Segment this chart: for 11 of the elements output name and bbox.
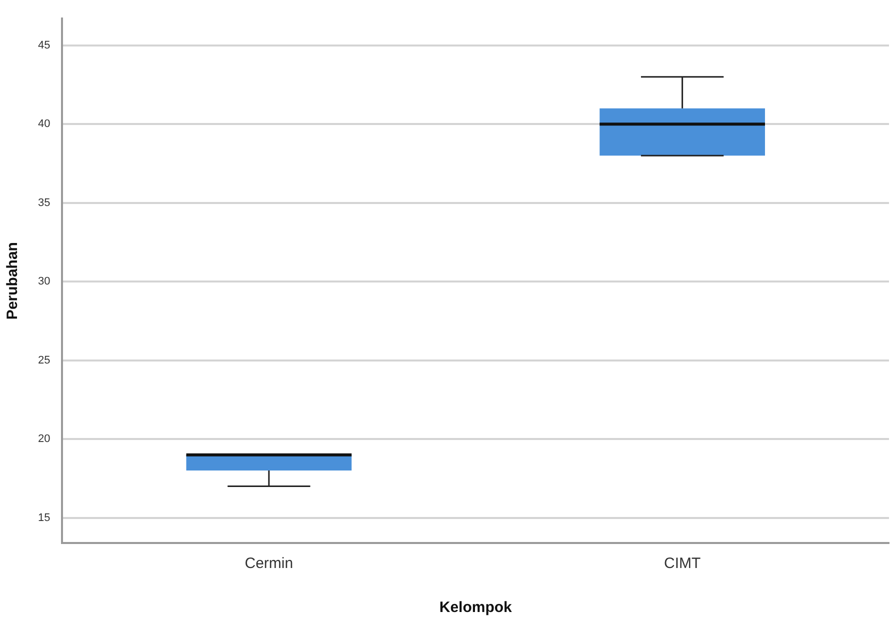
y-tick-label: 45	[38, 39, 50, 52]
y-tick-label: 35	[38, 196, 50, 209]
x-tick-label: CIMT	[664, 555, 701, 572]
y-tick-label: 15	[38, 512, 50, 524]
y-tick-label: 25	[38, 354, 50, 366]
y-tick-label: 40	[38, 118, 50, 130]
y-tick-label: 20	[38, 433, 50, 446]
x-axis-title: Kelompok	[439, 599, 513, 616]
y-tick-label: 30	[38, 276, 50, 288]
y-axis-title: Perubahan	[4, 242, 22, 320]
x-tick-label: Cermin	[244, 555, 294, 572]
